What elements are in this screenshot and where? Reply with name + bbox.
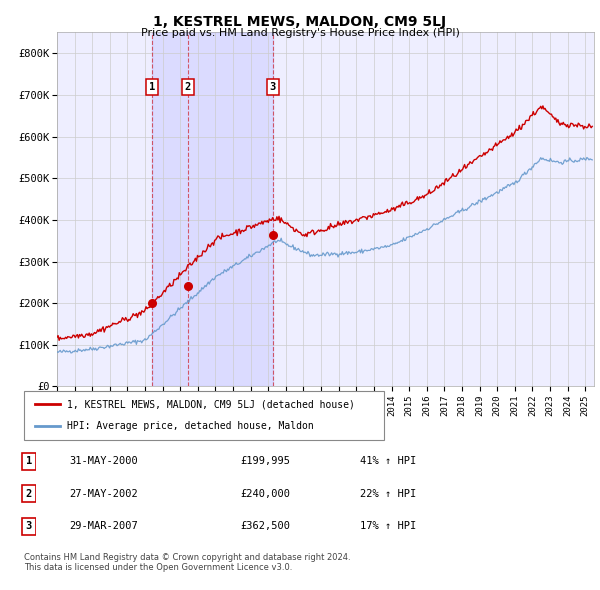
Text: 17% ↑ HPI: 17% ↑ HPI: [360, 522, 416, 531]
Text: £240,000: £240,000: [240, 489, 290, 499]
Text: This data is licensed under the Open Government Licence v3.0.: This data is licensed under the Open Gov…: [24, 563, 292, 572]
Text: 31-MAY-2000: 31-MAY-2000: [69, 457, 138, 466]
Text: 41% ↑ HPI: 41% ↑ HPI: [360, 457, 416, 466]
Bar: [152, 32, 272, 386]
Text: 1, KESTREL MEWS, MALDON, CM9 5LJ: 1, KESTREL MEWS, MALDON, CM9 5LJ: [154, 15, 446, 30]
Text: 1: 1: [26, 457, 32, 466]
Text: Contains HM Land Registry data © Crown copyright and database right 2024.: Contains HM Land Registry data © Crown c…: [24, 553, 350, 562]
Text: 2: 2: [185, 81, 191, 91]
Text: 3: 3: [269, 81, 276, 91]
Text: 1: 1: [149, 81, 155, 91]
Text: 1, KESTREL MEWS, MALDON, CM9 5LJ (detached house): 1, KESTREL MEWS, MALDON, CM9 5LJ (detach…: [67, 399, 355, 409]
Text: Price paid vs. HM Land Registry's House Price Index (HPI): Price paid vs. HM Land Registry's House …: [140, 28, 460, 38]
Text: 3: 3: [26, 522, 32, 531]
Text: HPI: Average price, detached house, Maldon: HPI: Average price, detached house, Mald…: [67, 421, 314, 431]
Text: £362,500: £362,500: [240, 522, 290, 531]
Text: 29-MAR-2007: 29-MAR-2007: [69, 522, 138, 531]
Text: 27-MAY-2002: 27-MAY-2002: [69, 489, 138, 499]
Text: £199,995: £199,995: [240, 457, 290, 466]
Text: 2: 2: [26, 489, 32, 499]
Text: 22% ↑ HPI: 22% ↑ HPI: [360, 489, 416, 499]
